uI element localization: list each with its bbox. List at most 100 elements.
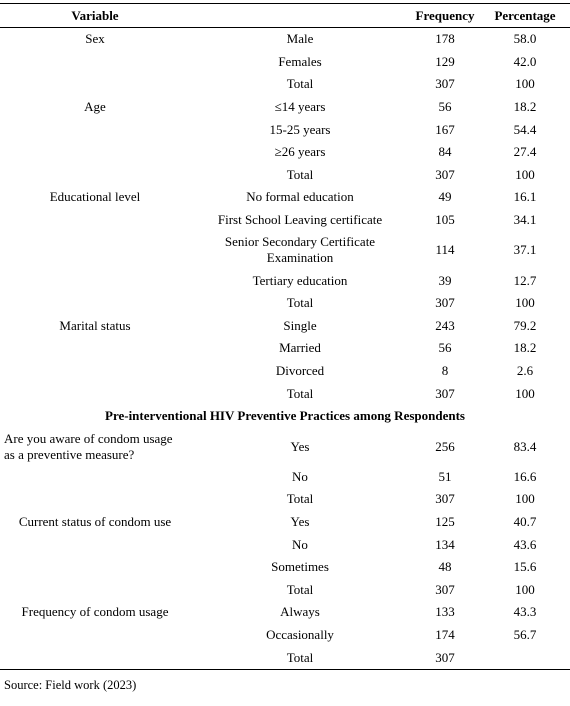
frequency-cell: 178 <box>435 31 455 47</box>
percentage-cell: 83.4 <box>513 438 537 454</box>
item-cell: Married <box>279 340 321 356</box>
frequency-cell: 134 <box>435 536 455 552</box>
header-cell: Variable <box>0 3 190 28</box>
frequency-cell: 133 <box>435 604 455 620</box>
percentage-cell: 16.6 <box>513 468 537 484</box>
variable-cell: Current status of condom use <box>18 513 172 529</box>
variable-cell <box>0 209 190 232</box>
table-row: Total 307 100 <box>0 382 570 405</box>
item-cell: Total <box>286 491 314 507</box>
variable-cell <box>0 466 190 489</box>
frequency-cell: 84 <box>438 144 452 160</box>
variable-cell <box>0 292 190 315</box>
frequency-cell: 243 <box>435 317 455 333</box>
frequency-cell: 256 <box>435 438 455 454</box>
frequency-cell: 307 <box>435 76 455 92</box>
frequency-cell: 129 <box>435 53 455 69</box>
percentage-cell: 27.4 <box>513 144 537 160</box>
item-cell: Always <box>280 604 320 620</box>
table-row: Senior Secondary Certificate Examination… <box>0 231 570 269</box>
variable-cell: Age <box>84 99 106 115</box>
table-row: Total 307 100 <box>0 578 570 601</box>
variable-cell <box>0 646 190 670</box>
item-cell: Females <box>278 53 322 69</box>
section-heading: Pre-interventional HIV Preventive Practi… <box>105 408 465 424</box>
percentage-cell: 12.7 <box>513 272 537 288</box>
header-row: Variable Frequency Percentage <box>0 3 570 28</box>
table-row: No 51 16.6 <box>0 466 570 489</box>
variable-cell: Are you aware of condom usage as a preve… <box>4 430 173 462</box>
table-row: Total 307 100 <box>0 292 570 315</box>
item-cell: First School Leaving certificate <box>217 212 383 228</box>
frequency-cell: 114 <box>435 242 455 258</box>
item-cell: Single <box>283 317 317 333</box>
percentage-cell: 100 <box>515 581 535 597</box>
page: Variable Frequency Percentage Sex Male 178… <box>0 3 570 706</box>
variable-cell: Frequency of condom usage <box>21 604 169 620</box>
variable-cell <box>0 231 190 269</box>
percentage-cell: 43.3 <box>513 604 537 620</box>
frequency-cell: 174 <box>435 626 455 642</box>
frequency-cell: 307 <box>435 295 455 311</box>
frequency-cell: 167 <box>435 121 455 137</box>
variable-cell: Educational level <box>49 189 141 205</box>
table-row: Age ≤14 years 56 18.2 <box>0 96 570 119</box>
item-cell: Total <box>286 295 314 311</box>
variable-cell <box>0 360 190 383</box>
percentage-cell: 100 <box>515 166 535 182</box>
variable-cell <box>0 488 190 511</box>
percentage-cell: 40.7 <box>513 513 537 529</box>
percentage-cell: 54.4 <box>513 121 537 137</box>
percentage-cell: 43.6 <box>513 536 537 552</box>
table-row: Are you aware of condom usage as a preve… <box>0 428 570 466</box>
table-row: Total 307 100 <box>0 73 570 96</box>
item-cell: 15-25 years <box>269 121 331 137</box>
percentage-cell: 16.1 <box>513 189 537 205</box>
table-row: Married 56 18.2 <box>0 337 570 360</box>
percentage-cell <box>480 646 570 670</box>
item-cell: Tertiary education <box>252 272 348 288</box>
variable-cell: Marital status <box>59 317 131 333</box>
percentage-cell: 37.1 <box>513 242 537 258</box>
frequency-cell: 307 <box>435 385 455 401</box>
table-row: Sometimes 48 15.6 <box>0 556 570 579</box>
table-row: Occasionally 174 56.7 <box>0 624 570 647</box>
variable-cell <box>0 556 190 579</box>
table-row: Divorced 8 2.6 <box>0 360 570 383</box>
table-row: 15-25 years 167 54.4 <box>0 118 570 141</box>
table-row: Frequency of condom usage Always 133 43.3 <box>0 601 570 624</box>
item-cell: Total <box>286 166 314 182</box>
item-cell: Total <box>190 646 410 670</box>
item-cell: Yes <box>290 438 310 454</box>
item-cell: Divorced <box>275 363 325 379</box>
frequency-cell: 48 <box>438 559 452 575</box>
percentage-cell: 56.7 <box>513 626 537 642</box>
table-row: Current status of condom use Yes 125 40.7 <box>0 511 570 534</box>
table-row: Sex Male 178 58.0 <box>0 28 570 51</box>
table-body: Sex Male 178 58.0 Females 129 42.0 Total 307 100 A… <box>0 28 570 670</box>
variable-cell <box>0 337 190 360</box>
header-cell <box>190 3 410 28</box>
variable-cell <box>0 269 190 292</box>
frequency-cell: 307 <box>435 581 455 597</box>
variable-cell <box>0 118 190 141</box>
table-row: ≥26 years 84 27.4 <box>0 141 570 164</box>
item-cell: No <box>292 536 308 552</box>
header-cell: Percentage <box>480 3 570 28</box>
item-cell: Occasionally <box>266 626 334 642</box>
frequency-cell: 39 <box>438 272 452 288</box>
frequency-cell: 307 <box>410 646 480 670</box>
table-row: Total 307 100 <box>0 488 570 511</box>
item-cell: Total <box>286 76 314 92</box>
percentage-cell: 2.6 <box>516 363 534 379</box>
percentage-cell: 15.6 <box>513 559 537 575</box>
variable-cell <box>0 578 190 601</box>
variable-cell <box>0 164 190 187</box>
item-cell: Yes <box>290 513 310 529</box>
item-cell: No formal education <box>246 189 354 205</box>
table-row: Total 307 100 <box>0 164 570 187</box>
frequency-cell: 105 <box>435 212 455 228</box>
header-cell: Frequency <box>410 3 480 28</box>
variable-cell <box>0 533 190 556</box>
frequency-cell: 56 <box>438 99 452 115</box>
